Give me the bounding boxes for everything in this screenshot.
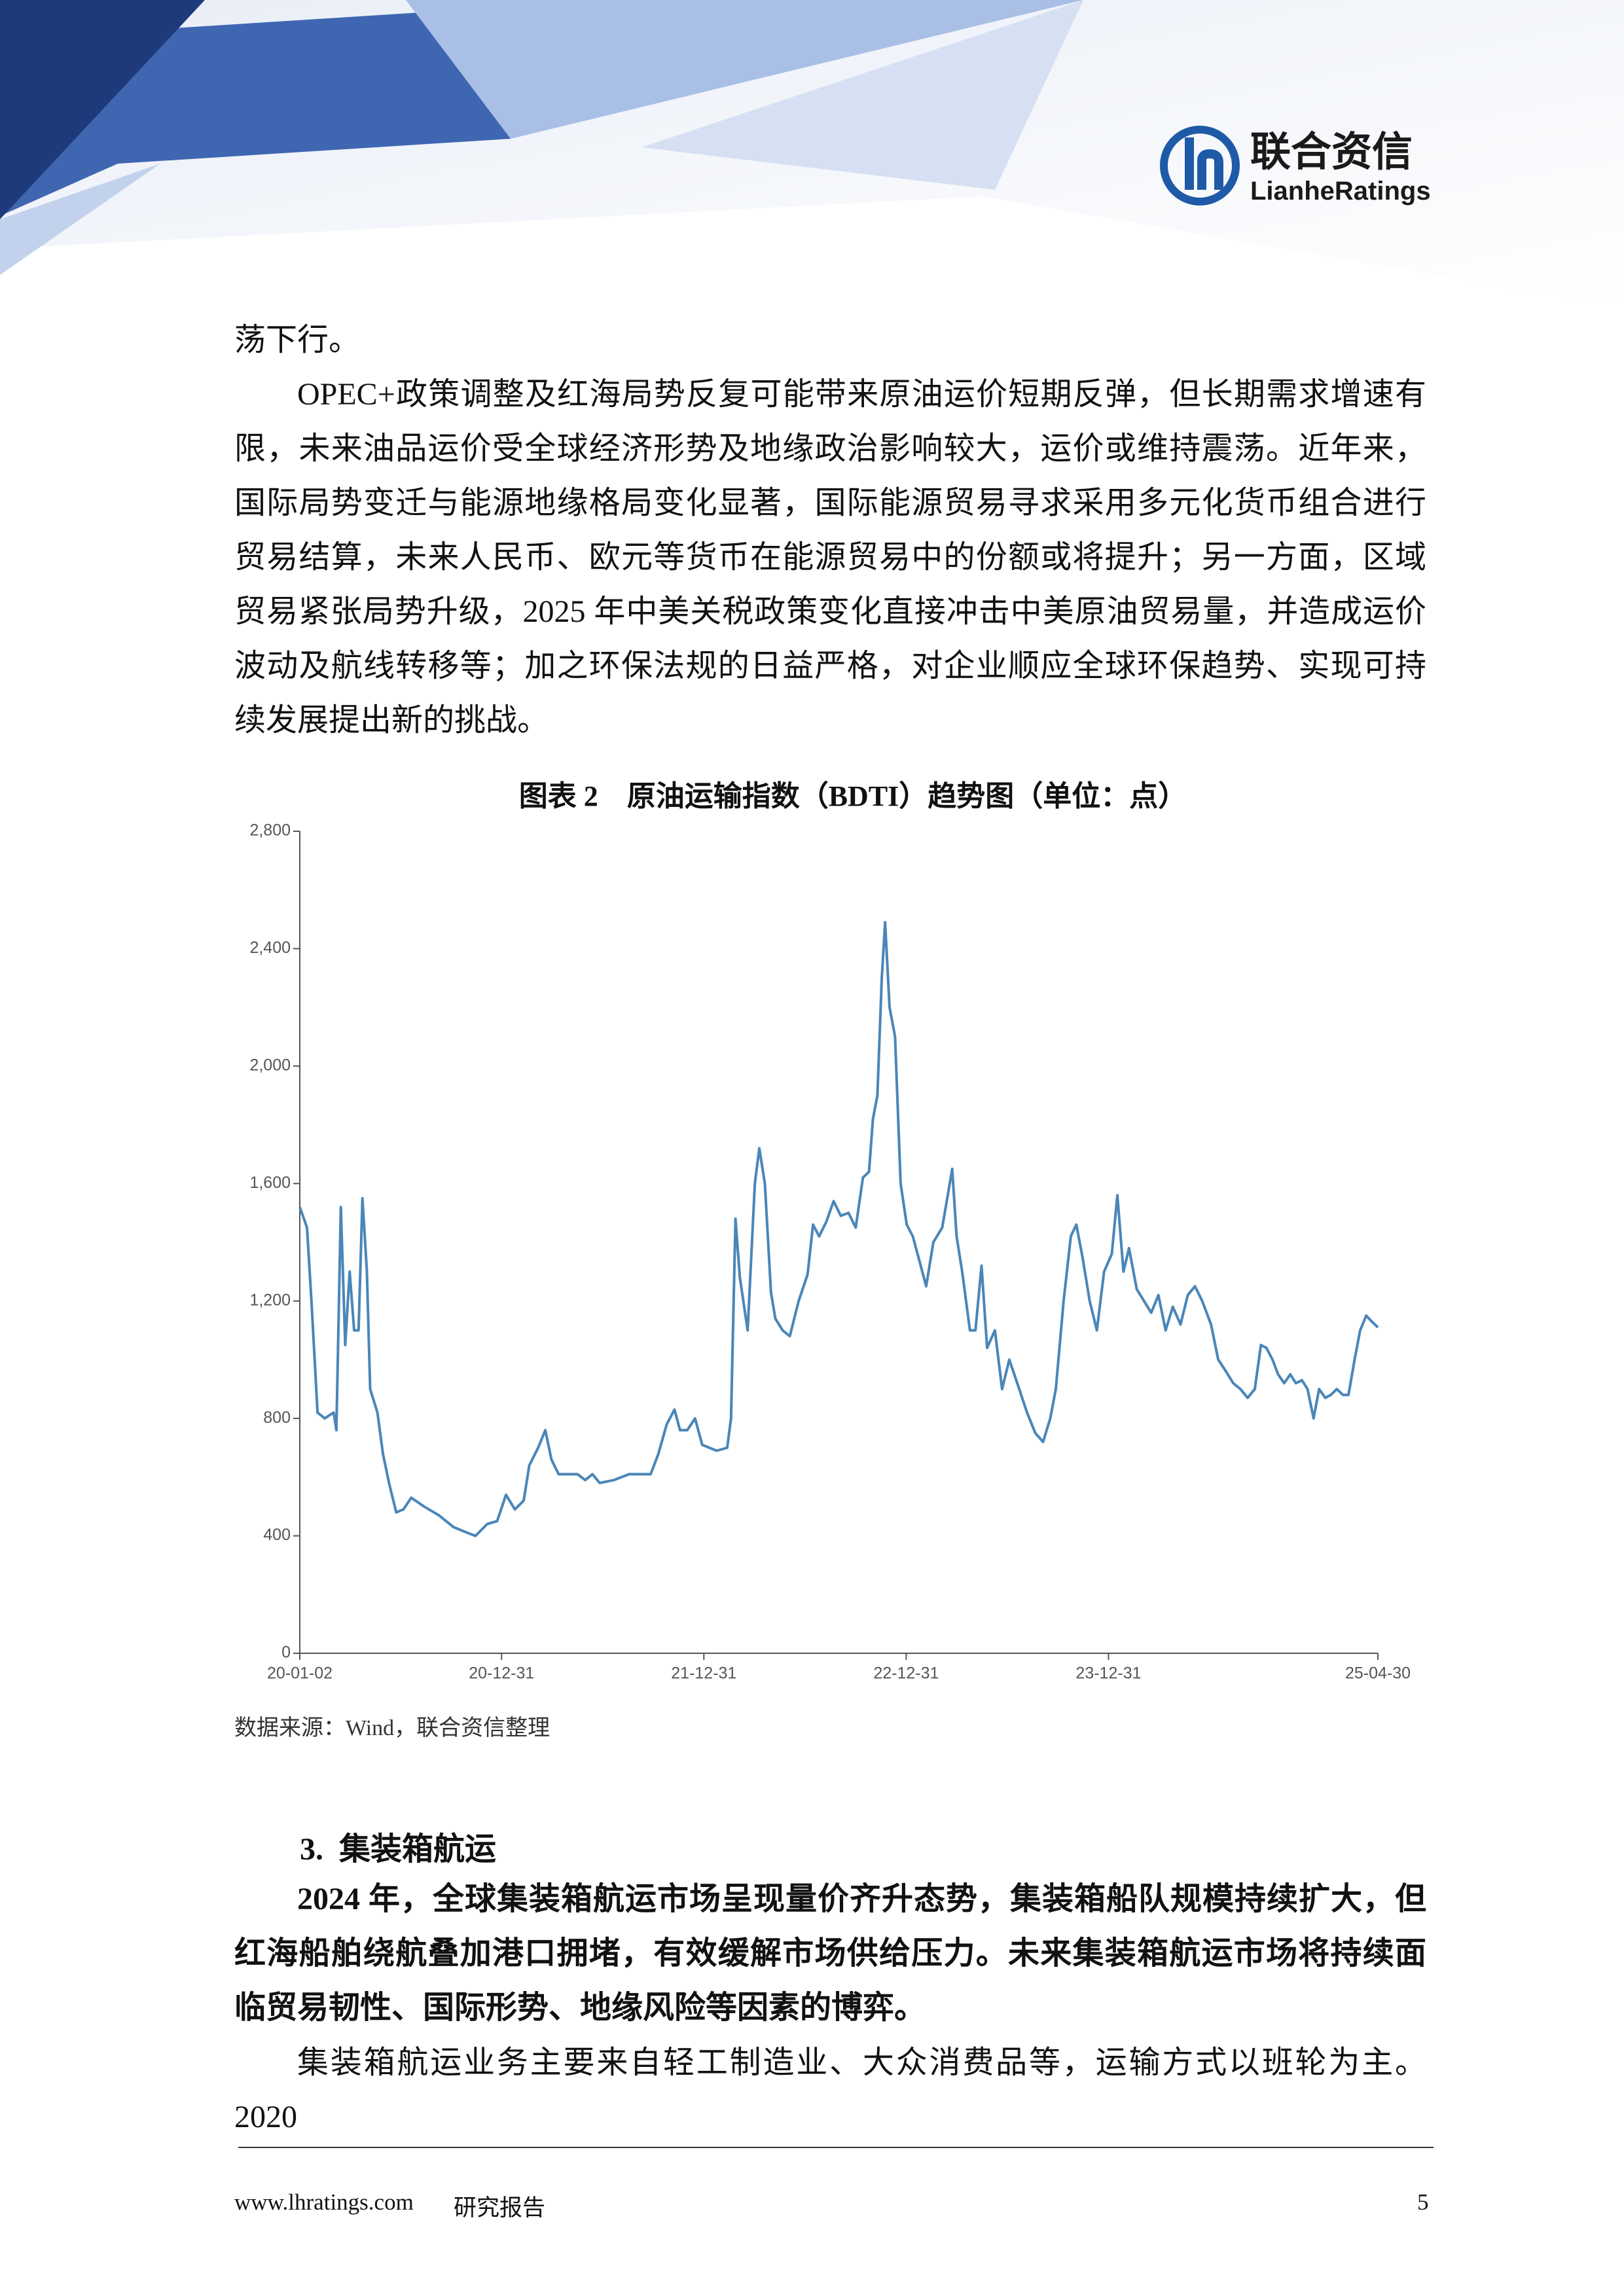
logo-mark	[1185, 137, 1194, 190]
page-number: 5	[1417, 2189, 1429, 2215]
footer-label: 研究报告	[454, 2195, 546, 2221]
y-tick-label: 800	[263, 1408, 291, 1427]
triangle	[641, 0, 1083, 190]
y-tick-label: 2,000	[249, 1056, 291, 1074]
y-tick-label: 2,400	[249, 939, 291, 957]
x-tick-label: 20-01-02	[267, 1664, 333, 1683]
logo-mark	[1197, 149, 1223, 190]
data-line	[298, 921, 1379, 1537]
y-tick-label: 2,800	[249, 821, 291, 840]
triangle	[0, 0, 205, 219]
paragraph: OPEC+政策调整及红海局势反复可能带来原油运价短期反弹，但长期需求增速有限，未…	[234, 377, 1426, 738]
header-decoration: 联合资信 LianheRatings	[0, 0, 1624, 308]
x-tick-label: 21-12-31	[671, 1664, 736, 1683]
x-tick-label: 22-12-31	[873, 1664, 939, 1683]
x-tick-label: 23-12-31	[1075, 1664, 1141, 1683]
x-tick-label: 20-12-31	[469, 1664, 534, 1683]
triangle	[406, 0, 1083, 139]
footer-rule	[238, 2147, 1434, 2148]
chart: 0 400 800 1,200 1,600 2,000 2,400 2,800 20-01-02…	[249, 821, 1411, 1683]
summary-paragraph: 2024 年，全球集装箱航运市场呈现量价齐升态势，集装箱船队规模持续扩大，但红海…	[234, 1882, 1426, 2025]
x-tick-label: 25-04-30	[1345, 1664, 1411, 1683]
logo-ring	[1160, 126, 1240, 206]
y-tick-label: 1,600	[249, 1174, 291, 1192]
y-tick-label: 1,200	[249, 1291, 291, 1309]
y-tick-label: 0	[281, 1643, 291, 1662]
y-tick-label: 400	[263, 1526, 291, 1544]
logo-en: LianheRatings	[1250, 177, 1431, 206]
figure-source: 数据来源：Wind，联合资信整理	[234, 1716, 550, 1740]
paragraph: 集装箱航运业务主要来自轻工制造业、大众消费品等，运输方式以班轮为主。2020	[234, 2045, 1426, 2134]
section-heading: 3. 集装箱航运	[300, 1832, 497, 1867]
footer-site: www.lhratings.com	[234, 2189, 414, 2215]
logo-cn: 联合资信	[1250, 128, 1413, 175]
paragraph: 荡下行。	[234, 323, 361, 357]
figure-caption: 图表 2 原油运输指数（BDTI）趋势图（单位：点）	[518, 780, 1187, 812]
triangle	[0, 164, 160, 275]
